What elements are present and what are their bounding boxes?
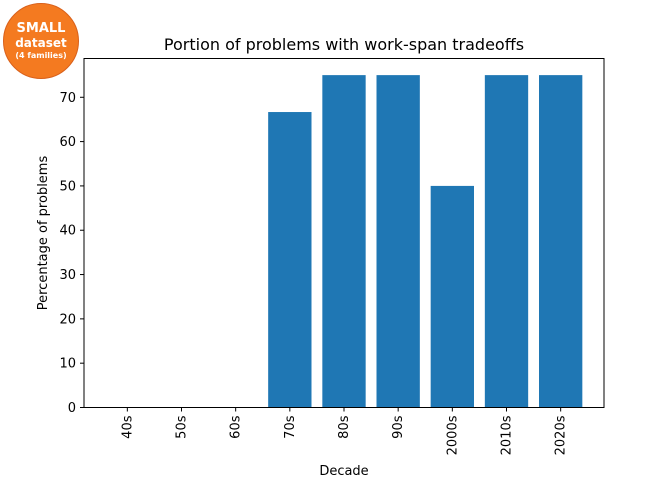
y-axis-ticks: 0 10 20 30 40 50 60 70: [59, 91, 84, 416]
y-axis-label: Percentage of problems: [36, 156, 51, 311]
bar-80s: [322, 75, 366, 408]
dataset-badge: SMALL dataset (4 families): [3, 3, 79, 79]
bar-2000s: [430, 185, 474, 408]
badge-line-1: SMALL: [16, 21, 66, 37]
x-tick-label: 2010s: [500, 415, 515, 455]
bar-2020s: [539, 75, 583, 408]
x-tick-label: 90s: [391, 415, 406, 439]
bar-90s: [376, 75, 420, 408]
bars-group: [268, 75, 583, 408]
x-tick-label: 60s: [229, 415, 244, 439]
x-tick-label: 50s: [175, 415, 190, 439]
bar-2010s: [484, 75, 529, 408]
bar-70s: [268, 112, 312, 408]
x-tick-label: 40s: [120, 415, 135, 439]
x-axis-label: Decade: [319, 464, 368, 479]
y-tick-label: 50: [59, 179, 76, 194]
chart-title: Portion of problems with work-span trade…: [164, 35, 524, 54]
y-tick-label: 40: [59, 224, 76, 239]
badge-line-3: (4 families): [15, 50, 67, 60]
badge-line-2: dataset: [15, 35, 67, 50]
y-tick-label: 70: [59, 91, 76, 106]
x-tick-label: 70s: [283, 415, 298, 439]
x-tick-label: 2000s: [445, 415, 460, 455]
y-tick-label: 30: [59, 268, 76, 283]
x-axis-ticks: 40s 50s 60s 70s 80s 90s 2000s 2010s 2020s: [120, 407, 569, 455]
y-tick-label: 60: [59, 135, 76, 150]
x-tick-label: 2020s: [554, 415, 569, 455]
x-tick-label: 80s: [337, 415, 352, 439]
y-tick-label: 10: [59, 357, 76, 372]
y-tick-label: 20: [59, 312, 76, 327]
plot-frame: [83, 58, 605, 408]
y-tick-label: 0: [68, 401, 76, 416]
